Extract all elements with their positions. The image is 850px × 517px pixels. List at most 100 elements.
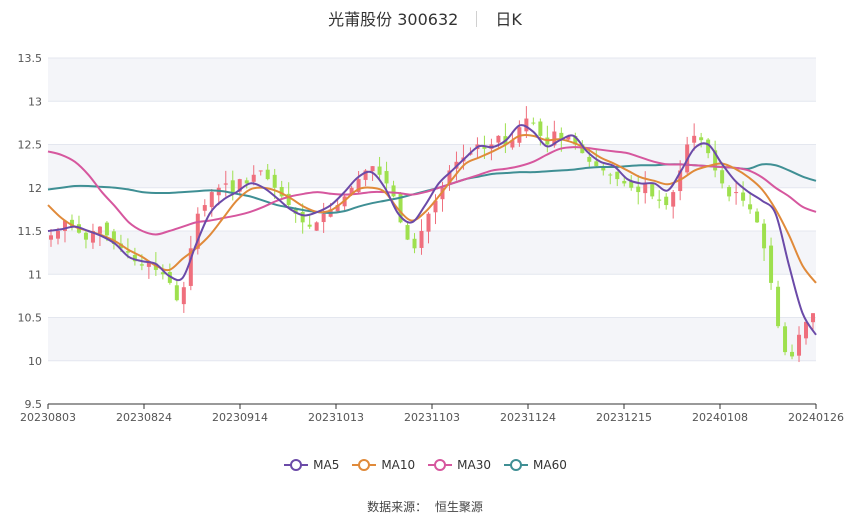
candle-body	[629, 181, 634, 188]
candle-body	[531, 122, 536, 124]
candle-body	[398, 193, 403, 223]
candle-body	[160, 272, 165, 275]
grid-band	[48, 317, 816, 361]
candle-body	[335, 205, 340, 212]
candle-body	[797, 334, 802, 356]
candle-body	[776, 286, 781, 327]
candle-body	[601, 166, 606, 171]
series-line-ma10	[47, 134, 817, 284]
series-line-ma5	[47, 124, 817, 336]
candle-body	[272, 174, 277, 188]
x-tick-label: 20230824	[116, 411, 172, 424]
candle-body	[90, 231, 95, 243]
candle-body	[286, 193, 291, 206]
candle-body	[279, 186, 284, 197]
candle-body	[132, 254, 137, 262]
candle-body	[594, 161, 599, 167]
x-tick-label: 20240126	[788, 411, 844, 424]
candle-body	[706, 139, 711, 154]
legend-label: MA10	[381, 458, 416, 472]
candle-body	[552, 131, 557, 146]
legend-item-ma30[interactable]: MA30	[427, 458, 491, 472]
series-line-ma30	[47, 146, 817, 236]
candle-body	[741, 192, 746, 201]
legend-item-ma60[interactable]: MA60	[503, 458, 567, 472]
x-tick-label: 20230914	[212, 411, 268, 424]
candle-body	[587, 156, 592, 162]
candle-body	[370, 166, 375, 172]
candle-body	[734, 192, 739, 194]
candle-body	[727, 186, 732, 197]
data-source: 数据来源： 恒生聚源	[0, 498, 850, 515]
legend-label: MA30	[457, 458, 492, 472]
candle-body	[419, 231, 424, 248]
candle-body	[49, 235, 53, 240]
candle-body	[125, 251, 130, 253]
y-tick-label: 10.5	[18, 312, 43, 325]
y-tick-label: 10	[28, 355, 42, 368]
y-tick-label: 13	[28, 95, 42, 108]
candle-body	[223, 183, 228, 185]
legend-item-ma10[interactable]: MA10	[351, 458, 415, 472]
candle-body	[573, 135, 578, 145]
candle-body	[636, 186, 641, 193]
candle-body	[377, 166, 382, 175]
candle-body	[363, 170, 368, 180]
candle-body	[307, 224, 312, 227]
y-tick-label: 12.5	[18, 139, 43, 152]
candle-body	[482, 145, 487, 149]
candle-body	[804, 321, 809, 339]
candle-body	[566, 135, 571, 140]
candle-body	[188, 248, 193, 286]
candle-body	[664, 196, 669, 206]
legend-marker-icon	[352, 459, 377, 471]
candle-body	[300, 211, 305, 223]
candle-body	[769, 245, 774, 283]
chart-title: 光莆股份 300632	[328, 10, 459, 29]
candle-body	[230, 180, 235, 193]
candle-body	[314, 222, 319, 231]
y-tick-label: 13.5	[18, 52, 43, 65]
candle-body	[55, 231, 60, 239]
y-tick-label: 11.5	[18, 225, 43, 238]
candle-body	[202, 205, 207, 211]
candle-body	[559, 132, 564, 141]
candle-body	[62, 220, 67, 231]
candle-body	[720, 170, 725, 184]
candle-body	[111, 231, 116, 244]
candle-body	[650, 184, 655, 197]
candle-body	[237, 179, 242, 192]
grid-band	[48, 58, 816, 102]
y-tick-label: 12	[28, 182, 42, 195]
x-tick-label: 20240108	[692, 411, 748, 424]
candle-body	[580, 144, 585, 154]
candle-body	[643, 183, 648, 194]
candle-body	[713, 150, 718, 171]
candle-body	[510, 140, 515, 148]
candle-body	[622, 181, 627, 184]
legend-marker-icon	[504, 459, 529, 471]
candle-body	[657, 199, 662, 201]
period-label[interactable]: 日K	[495, 10, 522, 29]
legend-item-ma5[interactable]: MA5	[283, 458, 339, 472]
candle-body	[762, 223, 767, 249]
candle-body	[671, 192, 676, 207]
candle-body	[356, 179, 361, 193]
candle-body	[496, 135, 501, 143]
candle-body	[83, 232, 88, 240]
source-label: 数据来源：	[367, 500, 428, 514]
candle-body	[391, 185, 396, 197]
legend-label: MA60	[533, 458, 567, 472]
x-tick-label: 20231103	[404, 411, 460, 424]
chart-legend: MA5 MA10 MA30 MA60	[0, 458, 850, 475]
candle-body	[426, 213, 431, 232]
candle-body	[104, 222, 109, 236]
x-tick-label: 20231124	[500, 411, 556, 424]
candle-body	[209, 192, 214, 208]
candle-body	[755, 211, 760, 223]
candle-body	[195, 213, 200, 249]
candle-body	[181, 287, 186, 305]
candle-body	[69, 219, 74, 227]
